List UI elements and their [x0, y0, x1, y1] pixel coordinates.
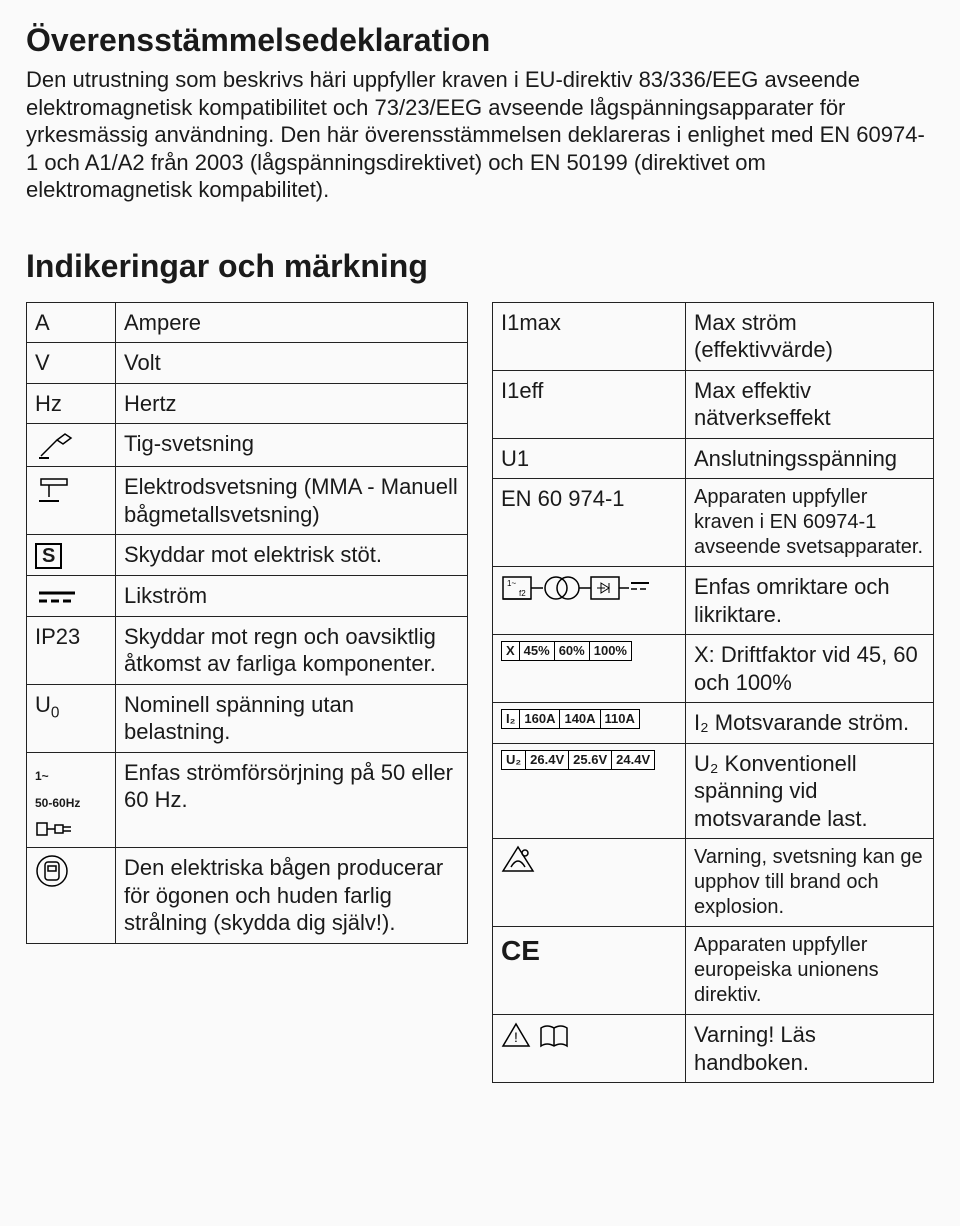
description-cell: Ampere	[116, 302, 468, 343]
symbol-cell: U0	[27, 684, 116, 752]
symbol-cell: A	[27, 302, 116, 343]
description-cell: Skyddar mot regn och oavsiktlig åtkomst …	[116, 616, 468, 684]
symbol-cell: Hz	[27, 383, 116, 424]
symbol-cell: U1	[493, 438, 686, 479]
symbol-cell	[27, 576, 116, 617]
table-row: U₂26.4V25.6V24.4V U₂ Konventionell spänni…	[493, 743, 934, 839]
markings-table-left: AAmpereVVoltHzHertzTig-svetsningElektrod…	[26, 302, 468, 944]
description-cell: Varning, svetsning kan ge upphov till br…	[686, 839, 934, 927]
symbol-cell	[27, 424, 116, 467]
description-cell: Hertz	[116, 383, 468, 424]
ce-mark-icon: CE	[501, 935, 540, 966]
symbol-cell: V	[27, 343, 116, 384]
table-row: I₂160A140A110A I₂ Motsvarande ström.	[493, 703, 934, 744]
symbol-cell: I₂160A140A110A	[493, 703, 686, 744]
page-title: Överensstämmelsedeklaration	[26, 20, 934, 60]
table-row: S Skyddar mot elektrisk stöt.	[27, 535, 468, 576]
description-cell: Apparaten uppfyller kraven i EN 60974-1 …	[686, 479, 934, 567]
description-cell: Varning! Läs handboken.	[686, 1015, 934, 1083]
table-row: HzHertz	[27, 383, 468, 424]
table-row: VVolt	[27, 343, 468, 384]
svg-text:1~: 1~	[507, 579, 516, 588]
symbol-cell: U₂26.4V25.6V24.4V	[493, 743, 686, 839]
plug-icon: 1~50-60Hz	[35, 769, 80, 811]
description-cell: Elektrodsvetsning (MMA - Manuell bågmeta…	[116, 467, 468, 535]
description-cell: Max effektiv nätverkseffekt	[686, 370, 934, 438]
table-row: EN 60 974-1Apparaten uppfyller kraven i …	[493, 479, 934, 567]
section-title: Indikeringar och märkning	[26, 246, 934, 286]
description-cell: Enfas omriktare och likriktare.	[686, 567, 934, 635]
s-box-icon: S	[35, 543, 62, 569]
table-row: Varning, svetsning kan ge upphov till br…	[493, 839, 934, 927]
xrow-mini-table: X45%60%100%	[501, 641, 632, 661]
table-row: CE Apparaten uppfyller europeiska unionen…	[493, 927, 934, 1015]
description-cell: I₂ Motsvarande ström.	[686, 703, 934, 744]
description-cell: Likström	[116, 576, 468, 617]
description-cell: Max ström (effektivvärde)	[686, 302, 934, 370]
table-row: Den elektriska bågen producerar för ögon…	[27, 848, 468, 944]
symbol-cell: X45%60%100%	[493, 635, 686, 703]
symbol-cell: I1max	[493, 302, 686, 370]
i2row-mini-table: I₂160A140A110A	[501, 709, 640, 729]
description-cell: Den elektriska bågen producerar för ögon…	[116, 848, 468, 944]
table-row: I1effMax effektiv nätverkseffekt	[493, 370, 934, 438]
table-row: AAmpere	[27, 302, 468, 343]
table-row: X45%60%100% X: Driftfaktor vid 45, 60 och…	[493, 635, 934, 703]
symbol-cell	[27, 848, 116, 944]
description-cell: Volt	[116, 343, 468, 384]
table-row: ! Varning! Läs handboken.	[493, 1015, 934, 1083]
table-row: 1~f2Enfas omriktare och likriktare.	[493, 567, 934, 635]
description-cell: Apparaten uppfyller europeiska unionens …	[686, 927, 934, 1015]
symbol-cell: 1~50-60Hz	[27, 752, 116, 848]
symbol-cell: IP23	[27, 616, 116, 684]
declaration-paragraph: Den utrustning som beskrivs häri uppfyll…	[26, 66, 934, 204]
table-row: 1~50-60Hz Enfas strömförsörjning på 50 el…	[27, 752, 468, 848]
description-cell: Skyddar mot elektrisk stöt.	[116, 535, 468, 576]
table-row: U0 Nominell spänning utan belastning.	[27, 684, 468, 752]
symbol-cell: I1eff	[493, 370, 686, 438]
table-row: Tig-svetsning	[27, 424, 468, 467]
u0-symbol: U0	[35, 692, 59, 717]
svg-text:!: !	[514, 1029, 518, 1045]
symbol-cell	[493, 839, 686, 927]
description-cell: Enfas strömförsörjning på 50 eller 60 Hz…	[116, 752, 468, 848]
description-cell: U₂ Konventionell spänning vid motsvarand…	[686, 743, 934, 839]
table-row: I1maxMax ström (effektivvärde)	[493, 302, 934, 370]
symbol-cell: S	[27, 535, 116, 576]
table-row: Elektrodsvetsning (MMA - Manuell bågmeta…	[27, 467, 468, 535]
markings-table-right: I1maxMax ström (effektivvärde)I1effMax e…	[492, 302, 934, 1084]
u2row-mini-table: U₂26.4V25.6V24.4V	[501, 750, 655, 770]
symbol-cell: !	[493, 1015, 686, 1083]
symbol-cell: EN 60 974-1	[493, 479, 686, 567]
symbol-cell: 1~f2	[493, 567, 686, 635]
table-row: Likström	[27, 576, 468, 617]
description-cell: Tig-svetsning	[116, 424, 468, 467]
description-cell: Anslutningsspänning	[686, 438, 934, 479]
svg-text:f2: f2	[519, 589, 526, 598]
table-row: U1Anslutningsspänning	[493, 438, 934, 479]
description-cell: X: Driftfaktor vid 45, 60 och 100%	[686, 635, 934, 703]
table-row: IP23Skyddar mot regn och oavsiktlig åtko…	[27, 616, 468, 684]
symbol-cell: CE	[493, 927, 686, 1015]
symbol-cell	[27, 467, 116, 535]
description-cell: Nominell spänning utan belastning.	[116, 684, 468, 752]
